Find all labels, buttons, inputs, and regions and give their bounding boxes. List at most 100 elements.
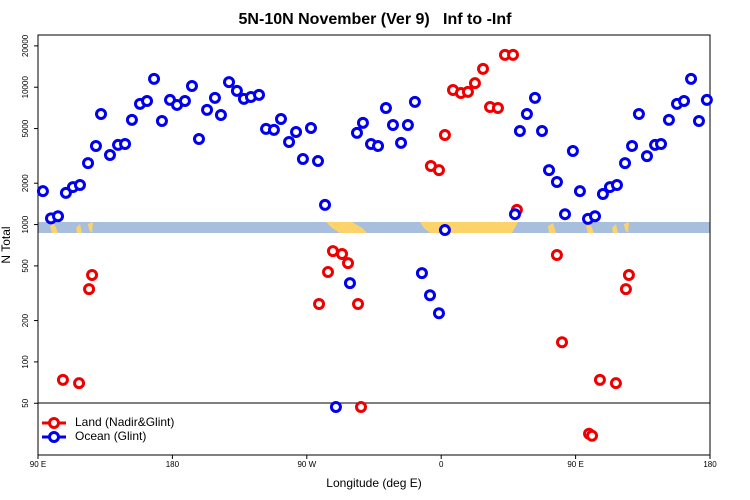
point (73, 179, 86, 192)
point (73, 377, 86, 390)
point (619, 283, 632, 296)
map-strip (38, 222, 710, 233)
point (556, 336, 569, 349)
point (343, 277, 356, 290)
point (103, 148, 116, 161)
point (230, 84, 243, 97)
point (83, 283, 96, 296)
point (477, 62, 490, 75)
point (141, 94, 154, 107)
point (528, 91, 541, 104)
x-tick-label: 90 E (30, 460, 46, 469)
point (610, 179, 623, 192)
point (319, 198, 332, 211)
point (408, 95, 421, 108)
legend-marker (48, 417, 60, 429)
point (214, 108, 227, 121)
point (640, 150, 653, 163)
point (336, 248, 349, 261)
point (379, 101, 392, 114)
point (593, 373, 606, 386)
point (692, 114, 705, 127)
point (678, 94, 691, 107)
point (626, 140, 639, 153)
y-tick-label: 500 (21, 259, 30, 273)
point (86, 269, 99, 282)
point (185, 80, 198, 93)
point (438, 128, 451, 141)
point (267, 123, 280, 136)
point (438, 224, 451, 237)
point (192, 132, 205, 145)
legend-label: Ocean (Glint) (75, 429, 146, 443)
point (655, 138, 668, 151)
point (355, 400, 368, 413)
point (424, 289, 436, 302)
point (401, 118, 414, 131)
point (56, 373, 69, 386)
point (178, 94, 191, 107)
point (274, 112, 287, 125)
point (283, 136, 296, 149)
point (507, 48, 520, 61)
y-tick-label: 5000 (21, 119, 30, 137)
x-tick-label: 180 (166, 460, 180, 469)
y-tick-label: 20000 (21, 34, 30, 57)
point (304, 121, 317, 134)
point (222, 76, 235, 89)
point (342, 257, 355, 270)
x-axis-label: Longitude (deg E) (326, 476, 421, 490)
point (352, 298, 365, 311)
point (622, 269, 635, 282)
y-axis-label: N Total (0, 226, 13, 263)
point (52, 210, 65, 223)
point (201, 103, 214, 116)
point (386, 118, 399, 131)
plot-frame (37, 34, 711, 456)
point (508, 208, 521, 221)
point (82, 157, 95, 170)
point (632, 108, 645, 121)
point (662, 113, 675, 126)
point (461, 85, 474, 98)
point (609, 377, 622, 390)
point (415, 267, 428, 280)
point (550, 176, 563, 189)
point (395, 136, 408, 149)
point (290, 126, 303, 139)
point (329, 400, 342, 413)
point (491, 101, 504, 114)
y-tick-label: 100 (21, 355, 30, 369)
point (589, 210, 602, 223)
y-tick-label: 50 (21, 398, 30, 407)
point (350, 126, 363, 139)
point (700, 93, 713, 106)
series (36, 72, 713, 413)
x-tick-label: 180 (703, 460, 717, 469)
y-tick-label: 200 (21, 313, 30, 327)
series (56, 48, 635, 442)
point (550, 249, 563, 262)
point (573, 185, 586, 198)
point (685, 72, 698, 85)
point (322, 266, 335, 279)
point (89, 140, 102, 153)
point (95, 108, 108, 121)
point (513, 125, 526, 138)
point (586, 429, 599, 442)
point (148, 72, 161, 85)
point (36, 185, 49, 198)
legend-marker (48, 431, 60, 443)
point (520, 108, 533, 121)
x-tick-label: 90 W (297, 460, 316, 469)
y-tick-label: 1000 (21, 215, 30, 233)
point (253, 88, 266, 101)
point (313, 298, 326, 311)
legend-label: Land (Nadir&Glint) (75, 415, 174, 429)
point (312, 155, 324, 168)
point (356, 116, 369, 129)
x-tick-label: 90 E (567, 460, 583, 469)
point (432, 164, 445, 177)
